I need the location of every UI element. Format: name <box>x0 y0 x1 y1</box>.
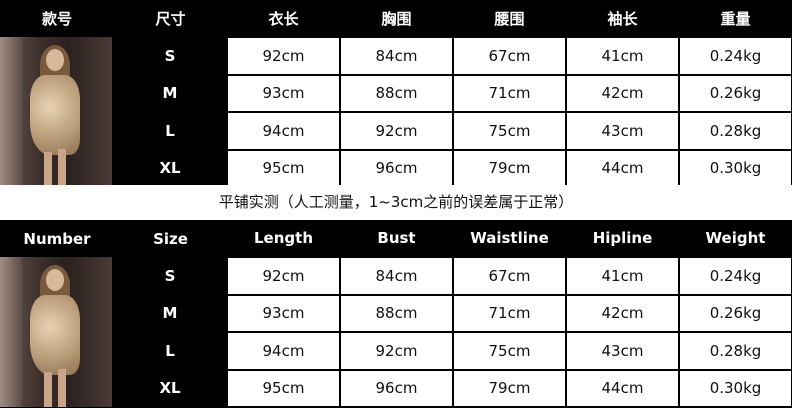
measurement-cell: 95cm <box>226 148 341 188</box>
measurement-cell: 94cm <box>226 111 341 151</box>
size-label: L <box>114 332 227 370</box>
table-row: M 93cm 88cm 71cm 42cm 0.26kg <box>0 293 792 333</box>
measurement-cell: 94cm <box>226 331 341 371</box>
column-header: Length <box>227 220 340 257</box>
size-label: XL <box>114 149 227 187</box>
table-row: M 93cm 88cm 71cm 42cm 0.26kg <box>0 73 792 113</box>
table-row: XL 95cm 96cm 79cm 44cm 0.30kg <box>0 148 792 188</box>
measurement-cell: 84cm <box>339 36 454 76</box>
size-label: S <box>114 37 227 75</box>
measurement-cell: 42cm <box>565 293 680 333</box>
measurement-cell: 71cm <box>452 293 567 333</box>
size-label: XL <box>114 369 227 407</box>
header-row: Number Size Length Bust Waistline Hipline Weig… <box>0 220 792 257</box>
measurement-cell: 0.26kg <box>678 73 792 113</box>
measurement-cell: 0.30kg <box>678 368 792 408</box>
measurement-cell: 92cm <box>226 36 341 76</box>
column-header: 款号 <box>0 0 114 37</box>
measurement-cell: 41cm <box>565 36 680 76</box>
product-photo <box>0 257 114 407</box>
measurement-cell: 44cm <box>565 368 680 408</box>
measurement-cell: 95cm <box>226 368 341 408</box>
column-header: 尺寸 <box>114 0 227 37</box>
measurement-cell: 92cm <box>339 331 454 371</box>
measurement-cell: 84cm <box>339 256 454 296</box>
measurement-cell: 0.24kg <box>678 36 792 76</box>
measurement-cell: 79cm <box>452 148 567 188</box>
size-label: L <box>114 112 227 150</box>
measurement-cell: 43cm <box>565 111 680 151</box>
measurement-cell: 96cm <box>339 148 454 188</box>
table-row: S 92cm 84cm 67cm 41cm 0.24kg <box>0 256 792 407</box>
measurement-cell: 88cm <box>339 73 454 113</box>
measurement-cell: 75cm <box>452 111 567 151</box>
measurement-cell: 0.28kg <box>678 111 792 151</box>
table-row: XL 95cm 96cm 79cm 44cm 0.30kg <box>0 368 792 408</box>
column-header: Number <box>0 220 114 257</box>
column-header: Hipline <box>566 220 679 257</box>
measurement-cell: 67cm <box>452 256 567 296</box>
measurement-cell: 43cm <box>565 331 680 371</box>
measurement-cell: 79cm <box>452 368 567 408</box>
measurement-cell: 93cm <box>226 73 341 113</box>
header-row: 款号 尺寸 衣长 胸围 腰围 袖长 重量 <box>0 0 792 37</box>
measurement-cell: 96cm <box>339 368 454 408</box>
measurement-cell: 0.26kg <box>678 293 792 333</box>
table-row: L 94cm 92cm 75cm 43cm 0.28kg <box>0 331 792 371</box>
measurement-cell: 42cm <box>565 73 680 113</box>
column-header: 腰围 <box>453 0 566 37</box>
measurement-cell: 0.30kg <box>678 148 792 188</box>
measurement-cell: 93cm <box>226 293 341 333</box>
measurement-cell: 92cm <box>226 256 341 296</box>
measurement-cell: 92cm <box>339 111 454 151</box>
column-header: Bust <box>340 220 453 257</box>
column-header: 袖长 <box>566 0 679 37</box>
measurement-cell: 75cm <box>452 331 567 371</box>
column-header: 胸围 <box>340 0 453 37</box>
product-photo <box>0 37 114 187</box>
column-header: Weight <box>679 220 792 257</box>
table-row: S 92cm 84cm 67cm 41cm 0.24kg <box>0 36 792 187</box>
measurement-cell: 88cm <box>339 293 454 333</box>
measurement-cell: 0.24kg <box>678 256 792 296</box>
measurement-cell: 67cm <box>452 36 567 76</box>
column-header: 衣长 <box>227 0 340 37</box>
measurement-cell: 71cm <box>452 73 567 113</box>
column-header: Size <box>114 220 227 257</box>
column-header: 重量 <box>679 0 792 37</box>
size-label: S <box>114 257 227 295</box>
measurement-cell: 44cm <box>565 148 680 188</box>
size-label: M <box>114 74 227 112</box>
measurement-note: 平铺实测（人工测量，1~3cm之前的误差属于正常） <box>0 185 792 220</box>
size-chart-chinese: 款号 尺寸 衣长 胸围 腰围 袖长 重量 S 92cm 84cm 67cm 41cm 0.24kg M 93… <box>0 0 792 188</box>
table-row: L 94cm 92cm 75cm 43cm 0.28kg <box>0 111 792 151</box>
column-header: Waistline <box>453 220 566 257</box>
measurement-cell: 41cm <box>565 256 680 296</box>
measurement-cell: 0.28kg <box>678 331 792 371</box>
size-chart-english: Number Size Length Bust Waistline Hipline Weig… <box>0 220 792 408</box>
size-label: M <box>114 294 227 332</box>
